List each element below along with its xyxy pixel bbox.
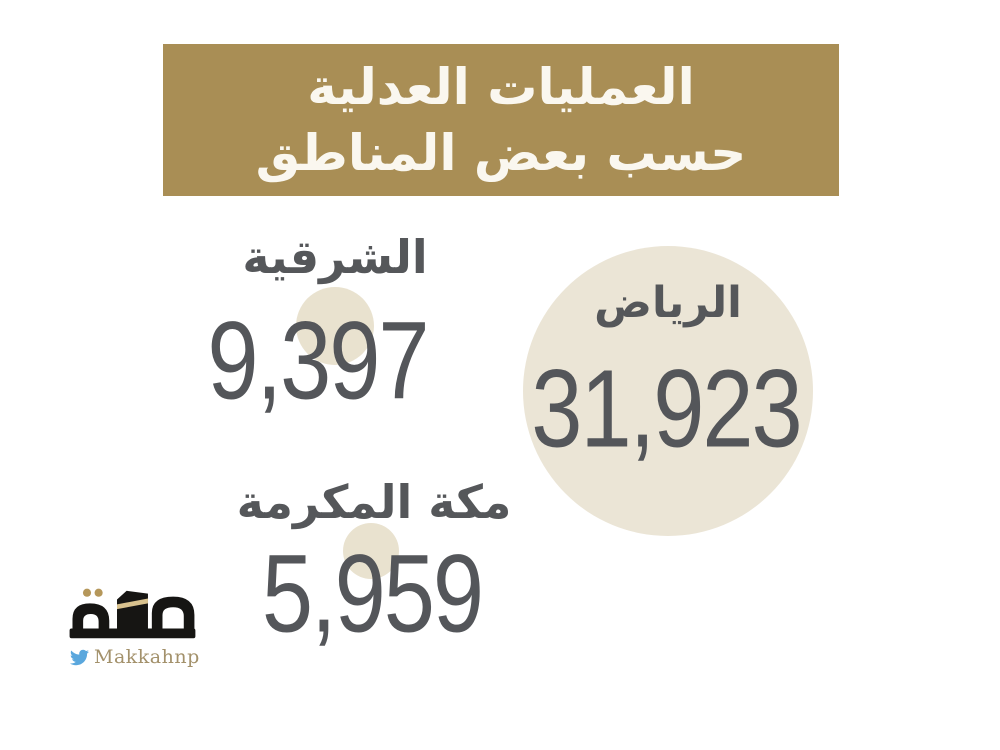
- makkah-region-label: مكة المكرمة: [236, 475, 512, 529]
- twitter-handle: Makkahnp: [94, 646, 200, 668]
- eastern-region-label: الشرقية: [242, 230, 428, 284]
- title-banner: العمليات العدلية حسب بعض المناطق: [163, 44, 839, 196]
- eastern-region-value: 9,397: [207, 300, 429, 423]
- twitter-icon: [70, 649, 89, 665]
- makkah-region-value: 5,959: [261, 533, 484, 656]
- riyadh-region-value: 31,923: [531, 348, 802, 471]
- makkah-logo-icon: [69, 588, 196, 639]
- makkah-newspaper-brand: Makkahnp: [66, 584, 206, 668]
- makkah-bubble: [343, 523, 399, 579]
- twitter-handle-row: Makkahnp: [70, 646, 206, 668]
- title-line-2: حسب بعض المناطق: [255, 124, 747, 182]
- riyadh-bubble: [523, 246, 813, 536]
- title-line-1: العمليات العدلية: [307, 57, 695, 116]
- riyadh-region-label: الرياض: [594, 278, 742, 328]
- eastern-bubble: [296, 287, 374, 365]
